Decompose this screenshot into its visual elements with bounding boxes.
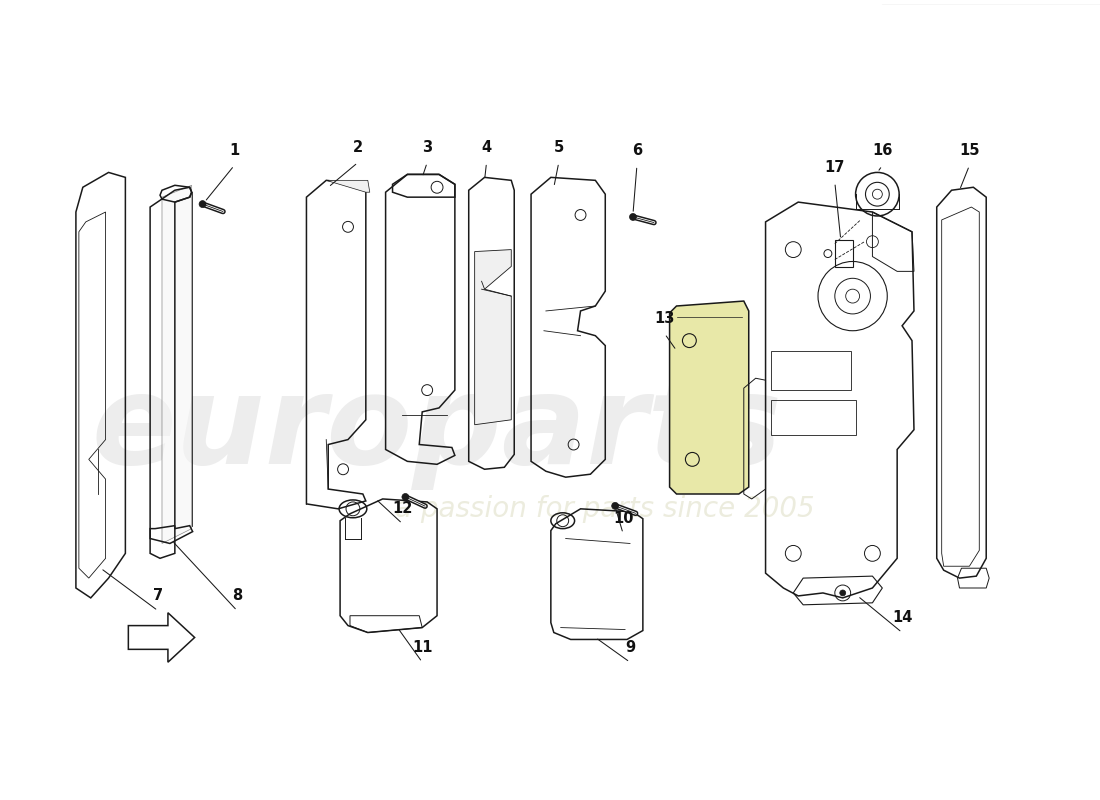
Text: europarts: europarts: [91, 369, 782, 490]
Polygon shape: [162, 186, 191, 543]
Text: 7: 7: [153, 589, 163, 603]
Bar: [771, 350, 850, 390]
Text: 17: 17: [825, 160, 845, 175]
Text: 3: 3: [422, 140, 432, 155]
Text: 1: 1: [229, 143, 240, 158]
Bar: [771, 400, 856, 434]
Text: a passion for parts since 2005: a passion for parts since 2005: [396, 495, 815, 523]
Text: 9: 9: [625, 640, 635, 655]
Wedge shape: [882, 0, 1100, 4]
Polygon shape: [327, 180, 370, 192]
Text: 8: 8: [232, 589, 242, 603]
Bar: [835, 240, 852, 267]
Polygon shape: [670, 301, 749, 494]
Text: 4: 4: [482, 140, 492, 155]
Text: 12: 12: [393, 502, 412, 516]
Polygon shape: [475, 250, 512, 425]
Text: 5: 5: [553, 140, 564, 155]
Text: 15: 15: [959, 143, 980, 158]
Circle shape: [839, 590, 846, 596]
Text: 14: 14: [892, 610, 912, 625]
Text: 13: 13: [654, 311, 674, 326]
Text: 2: 2: [353, 140, 363, 155]
Text: 10: 10: [613, 511, 634, 526]
Circle shape: [612, 502, 618, 510]
Circle shape: [402, 494, 409, 501]
Text: 16: 16: [872, 143, 892, 158]
Text: 11: 11: [412, 640, 432, 655]
Text: 6: 6: [631, 143, 642, 158]
Circle shape: [199, 201, 206, 207]
Circle shape: [629, 214, 637, 221]
